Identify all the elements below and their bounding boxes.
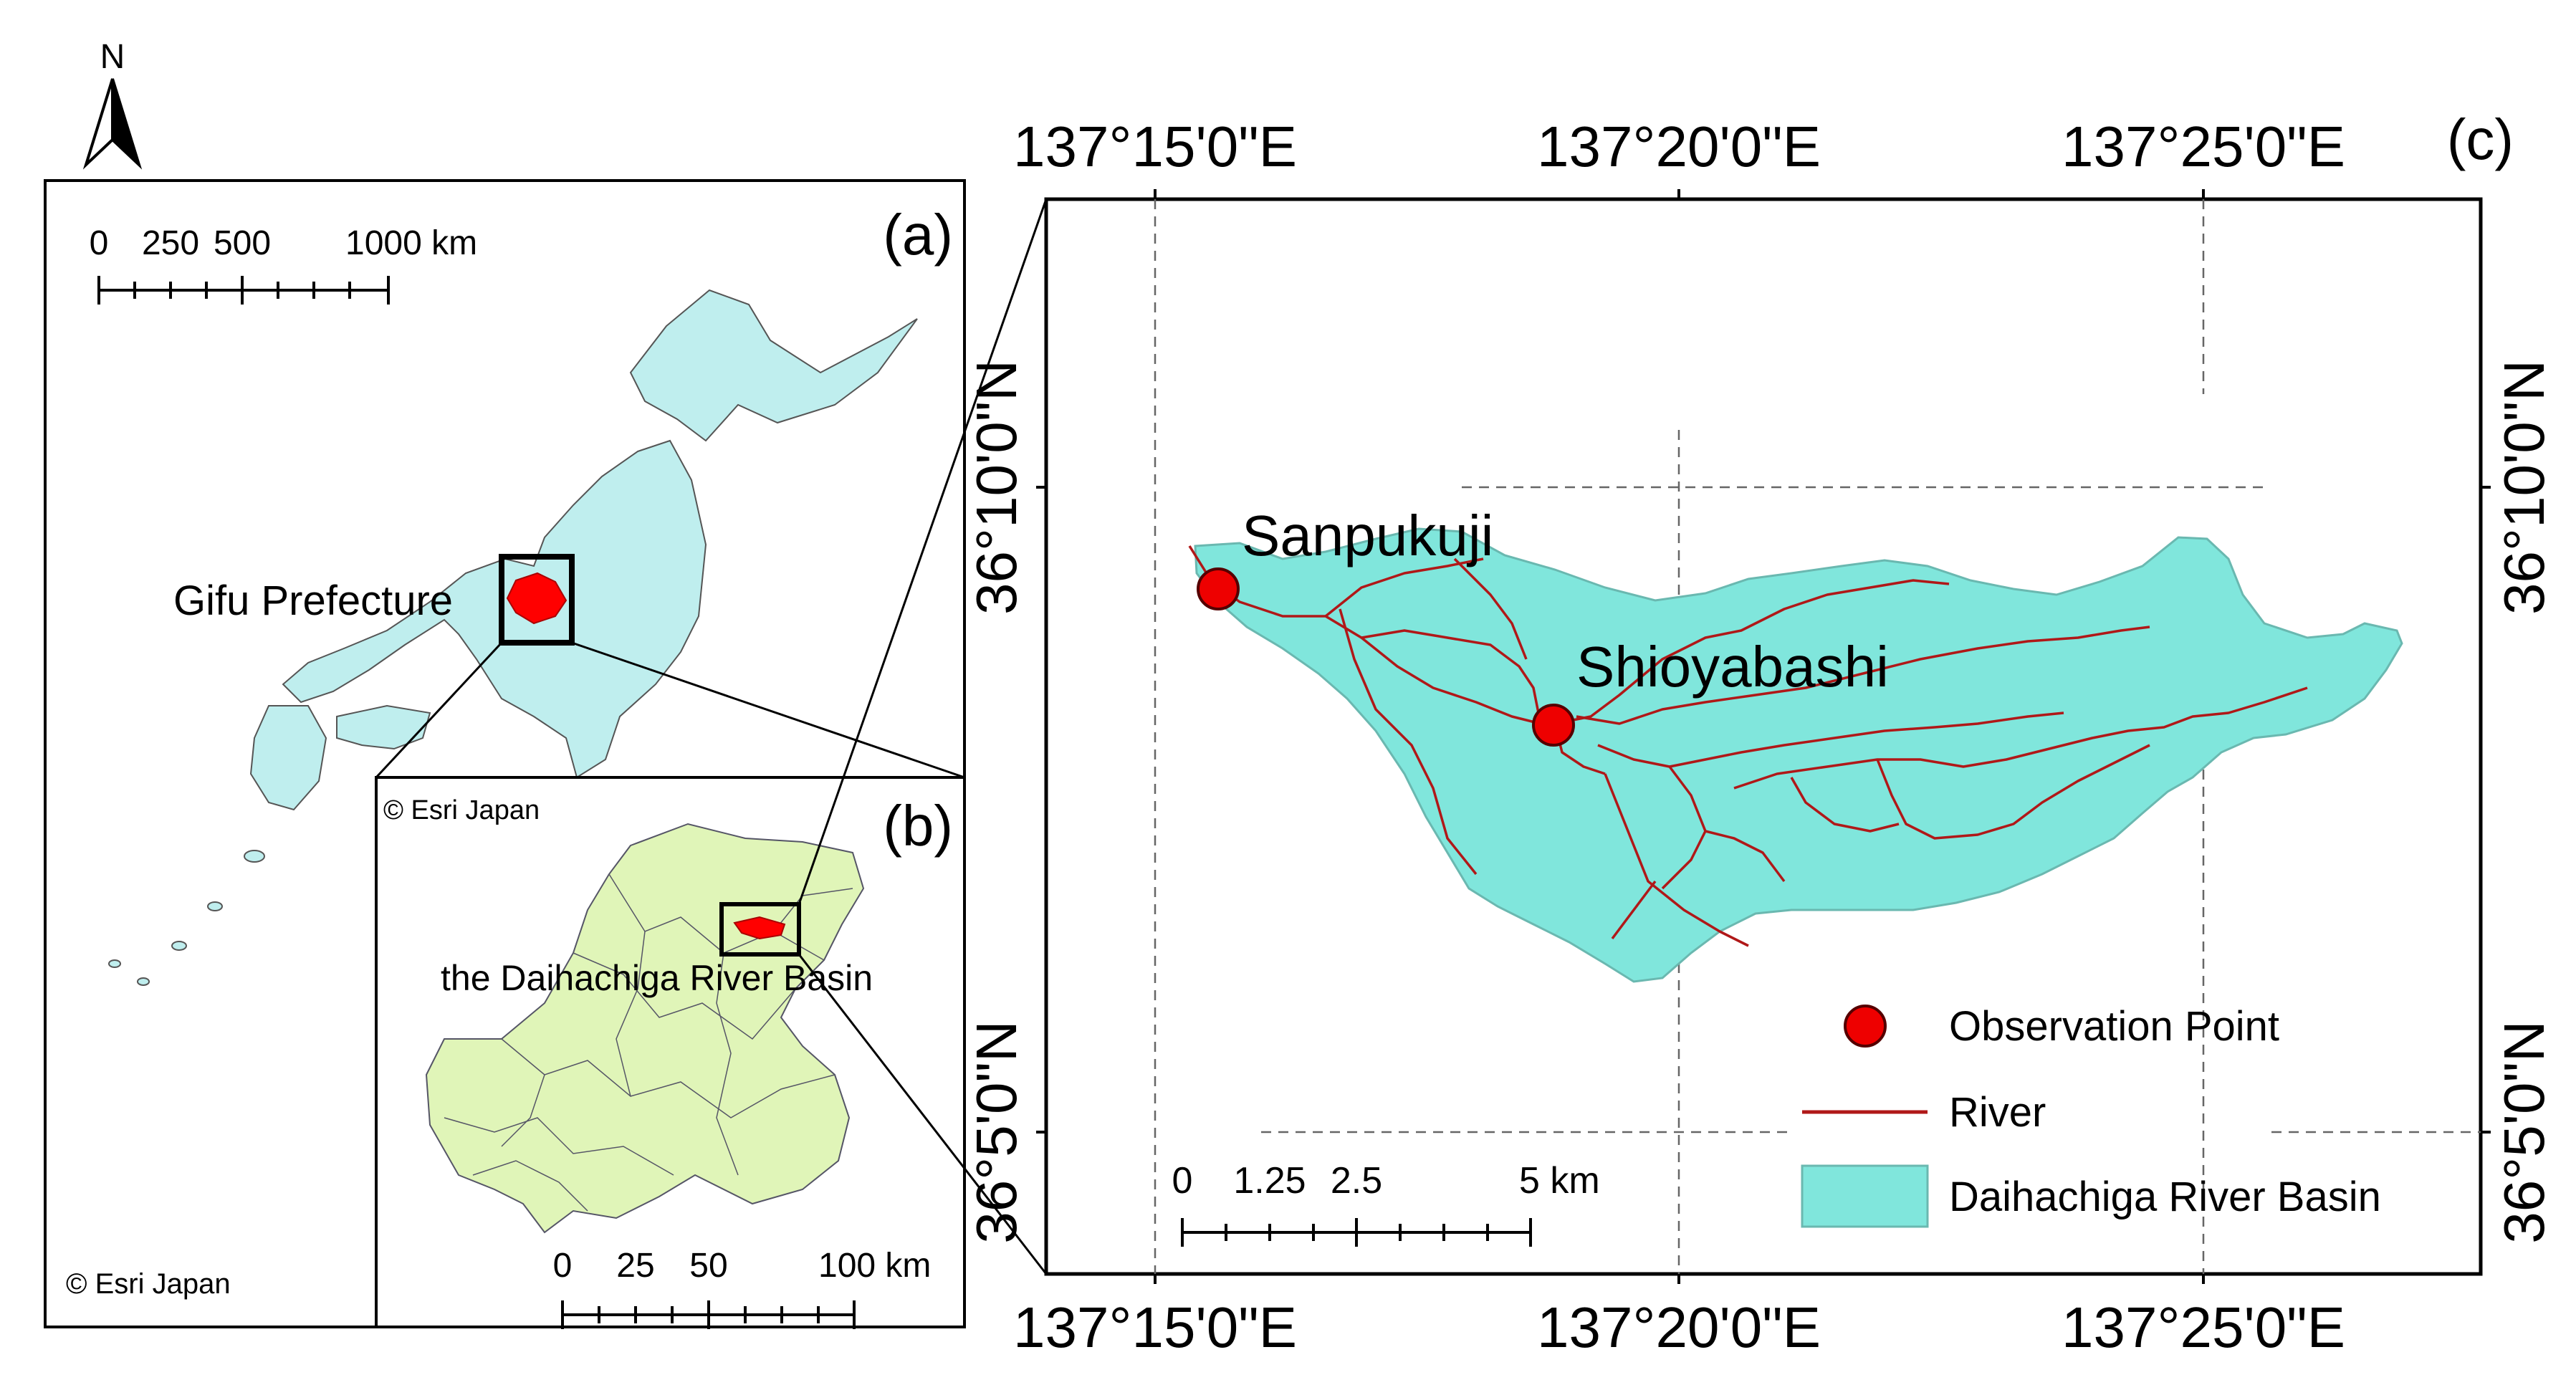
scale-tick-2-5: 2.5 — [1331, 1160, 1382, 1202]
panel-c: (c) 137°15'0"E 137°20'0"E 137°2 — [964, 107, 2556, 1359]
connector-line — [375, 641, 503, 779]
scale-tick-25: 25 — [616, 1247, 654, 1285]
station-shioyabashi-label: Shioyabashi — [1576, 635, 1889, 699]
station-shioyabashi-marker — [1532, 704, 1575, 747]
lon-label-top: 137°20'0"E — [1537, 115, 1821, 178]
scale-tick-250: 250 — [142, 224, 199, 262]
frame-ticks — [1036, 189, 2491, 1284]
panel-c-scalebar: 0 1.25 2.5 5 km — [1172, 1160, 1600, 1247]
legend-river-label: River — [1949, 1089, 2046, 1136]
north-arrow-icon — [82, 78, 114, 170]
lon-label-bottom: 137°15'0"E — [1013, 1295, 1297, 1359]
panel-b-scalebar: 0 25 50 100 km — [553, 1247, 931, 1329]
lon-label-bottom: 137°25'0"E — [2062, 1295, 2345, 1359]
connector-line — [798, 954, 1048, 1275]
lon-label-bottom: 137°20'0"E — [1537, 1295, 1821, 1359]
north-label: N — [100, 38, 125, 76]
lat-label-right: 36°10'0"N — [2492, 360, 2556, 615]
panel-c-letter: (c) — [2447, 107, 2514, 171]
gifu-municipal-boundaries — [444, 873, 853, 1212]
lat-label-left: 36°5'0"N — [964, 1020, 1028, 1243]
basin-location-label: the Daihachiga River Basin — [441, 958, 873, 998]
scale-tick-50: 50 — [689, 1247, 727, 1285]
legend-point-symbol — [1844, 1005, 1887, 1048]
scale-tick-500: 500 — [214, 224, 271, 262]
legend-point-label: Observation Point — [1949, 1003, 2279, 1050]
basin-highlight — [733, 916, 786, 940]
lat-label-left: 36°10'0"N — [964, 360, 1028, 615]
gifu-prefecture-label: Gifu Prefecture — [173, 578, 453, 624]
station-sanpukuji-marker — [1197, 567, 1240, 610]
scale-tick-0: 0 — [553, 1247, 573, 1285]
connector-line — [571, 641, 965, 779]
japan-map — [108, 289, 918, 986]
station-sanpukuji-label: Sanpukuji — [1242, 504, 1493, 567]
north-arrow: N — [82, 38, 143, 170]
scale-tick-1000: 1000 km — [345, 224, 477, 262]
scale-tick-5: 5 km — [1519, 1160, 1600, 1202]
panel-b-credit: © Esri Japan — [383, 795, 540, 825]
panel-b-letter: (b) — [883, 794, 953, 858]
lon-label-top: 137°25'0"E — [2062, 115, 2345, 178]
scale-tick-1-25: 1.25 — [1233, 1160, 1306, 1202]
scale-tick-0: 0 — [1172, 1160, 1193, 1202]
gifu-highlight — [506, 572, 568, 625]
panel-b: (b) © Esri Japan the Daihachiga River Ba… — [375, 198, 1048, 1329]
panel-a-letter: (a) — [883, 203, 953, 267]
legend-basin-label: Daihachiga River Basin — [1949, 1174, 2381, 1220]
basin-polygon — [1194, 527, 2403, 983]
connector-line — [798, 198, 1048, 905]
panel-a-scalebar: 0 250 500 1000 km — [90, 224, 477, 305]
north-arrow-shaded-icon — [111, 78, 143, 170]
river-network — [1188, 545, 2308, 947]
lat-label-right: 36°5'0"N — [2492, 1020, 2556, 1243]
panel-a-credit: © Esri Japan — [66, 1268, 231, 1300]
scale-tick-100: 100 km — [818, 1247, 931, 1285]
lon-label-top: 137°15'0"E — [1013, 115, 1297, 178]
scale-tick-0: 0 — [90, 224, 109, 262]
basin-locator-box — [719, 902, 801, 957]
gifu-locator-box — [499, 554, 575, 646]
legend-basin-symbol — [1801, 1164, 1929, 1228]
legend: Observation Point River Daihachiga River… — [1801, 1003, 2381, 1228]
